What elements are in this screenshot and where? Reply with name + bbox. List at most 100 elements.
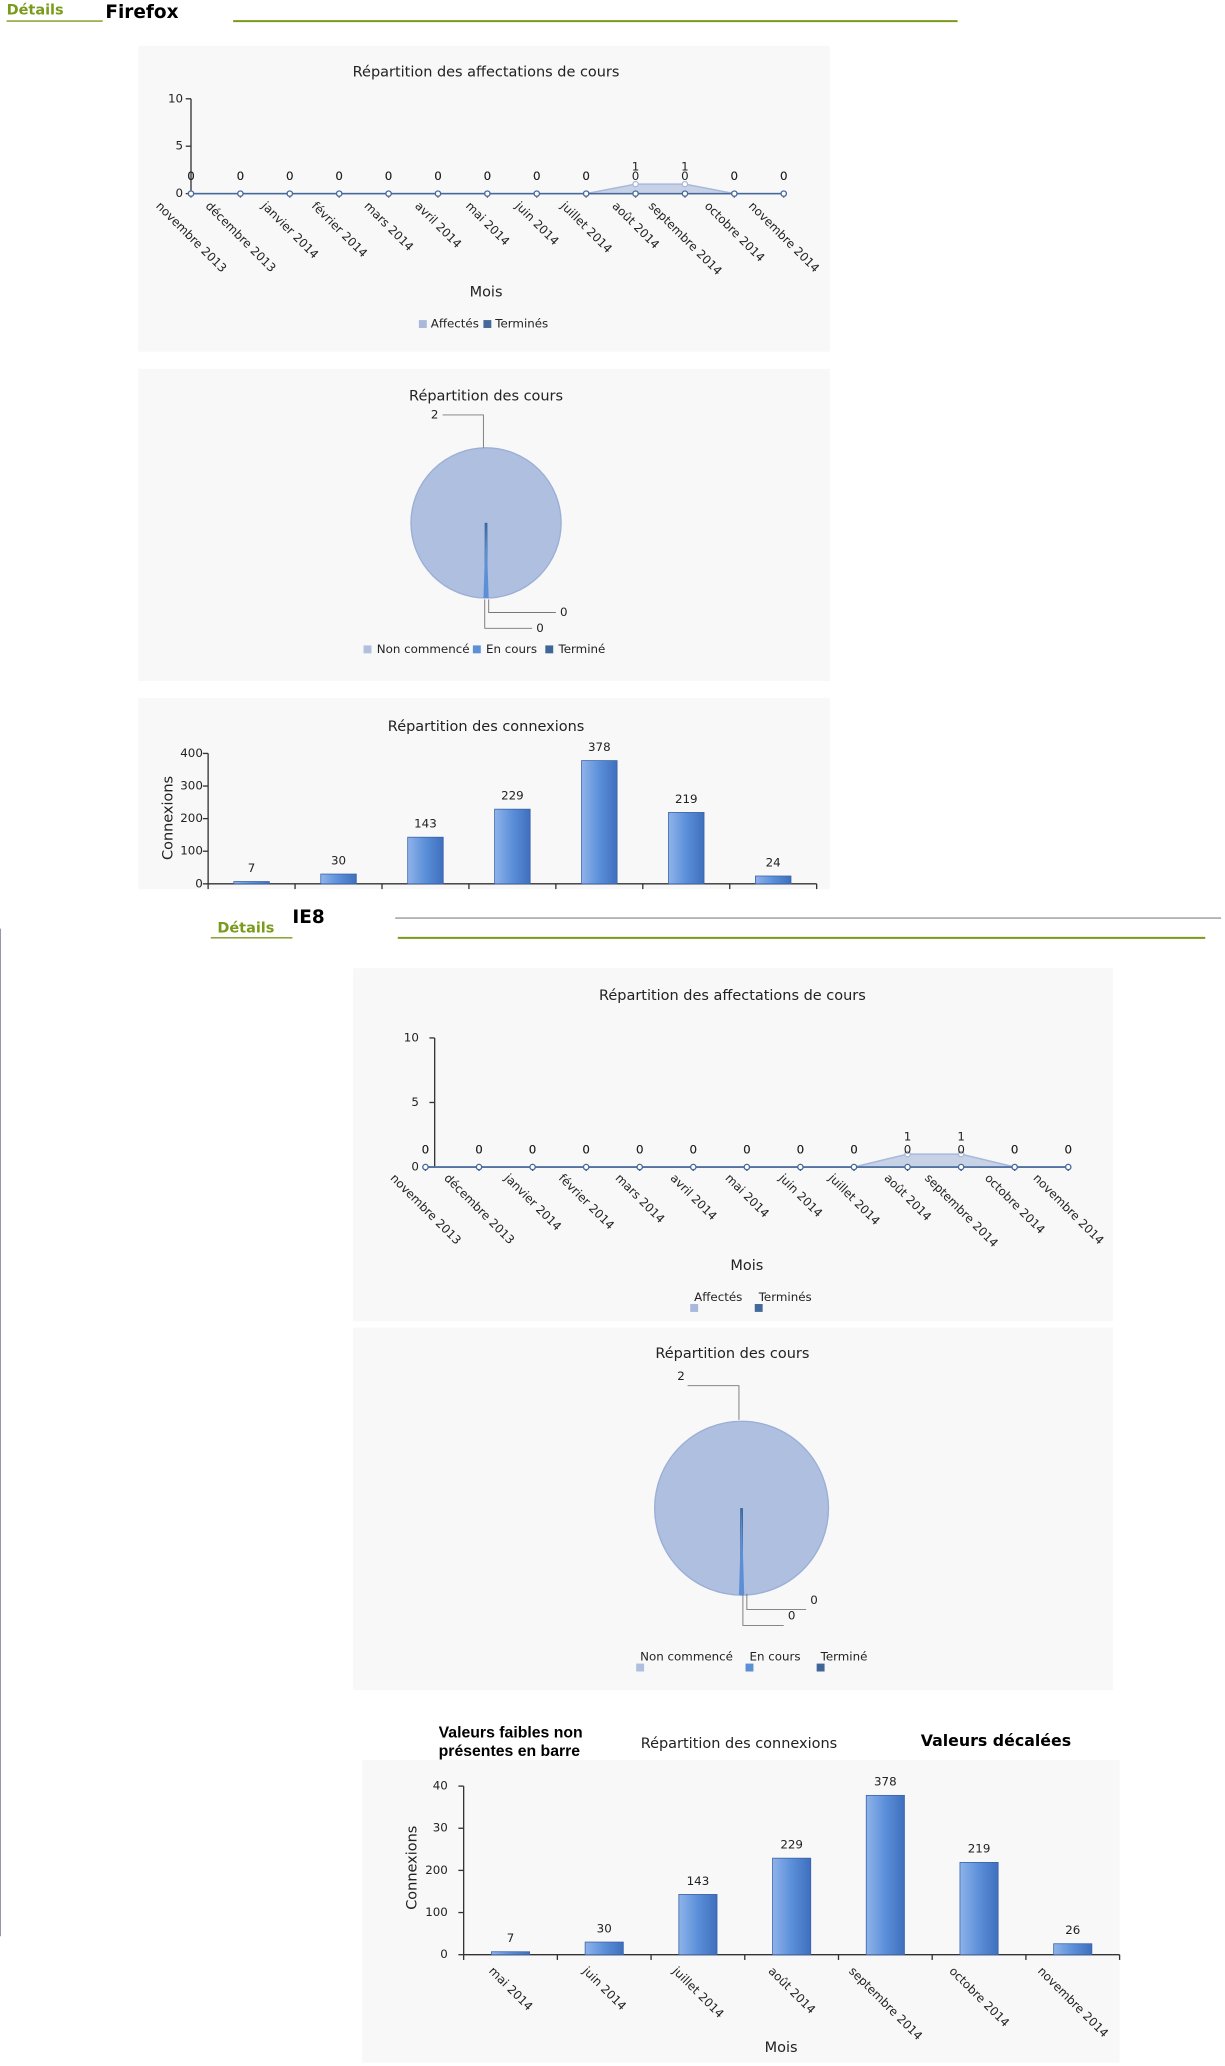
leader-line xyxy=(442,414,484,448)
point xyxy=(797,1163,804,1171)
y-tick-label: 300 xyxy=(180,779,203,793)
x-axis-title: Mois xyxy=(765,2040,798,2056)
value-label: 0 xyxy=(560,605,568,619)
slice-edge xyxy=(738,1508,745,1596)
value-label: 7 xyxy=(507,1931,515,1945)
value-label: 30 xyxy=(597,1921,612,1935)
value-label: 0 xyxy=(632,169,640,183)
y-tick-label: 5 xyxy=(411,1095,419,1109)
value-label: 2 xyxy=(677,1369,685,1383)
x-axis-title: Mois xyxy=(470,284,503,300)
y-tick-label: 10 xyxy=(404,1030,419,1044)
value-label: 378 xyxy=(588,740,611,754)
value-label: 0 xyxy=(533,169,541,183)
bar xyxy=(678,1894,718,1956)
point xyxy=(335,190,343,197)
point xyxy=(475,1163,483,1171)
value-label: 0 xyxy=(850,1142,858,1156)
point xyxy=(632,190,639,197)
value-label: 26 xyxy=(1065,1923,1080,1937)
value-label: 0 xyxy=(475,1142,483,1156)
leader-line xyxy=(488,599,556,613)
legend-swatch xyxy=(483,320,492,328)
y-tick-label: 200 xyxy=(180,811,203,825)
point xyxy=(743,1163,751,1171)
tab[interactable]: Détails xyxy=(7,3,64,19)
note: Valeurs faibles non présentes en barre xyxy=(439,1723,583,1760)
value-label: 0 xyxy=(797,1142,805,1156)
value-label: 0 xyxy=(681,169,689,183)
value-label: 1 xyxy=(632,160,640,174)
value-label: 0 xyxy=(529,1142,537,1156)
value-label: 0 xyxy=(1064,1142,1072,1156)
point xyxy=(434,190,442,197)
bar xyxy=(584,1941,624,1956)
point xyxy=(1011,1163,1018,1171)
y-tick-label: 0 xyxy=(176,186,184,200)
bar xyxy=(233,881,270,885)
y-tick-label: 0 xyxy=(440,1947,448,1961)
point xyxy=(582,190,590,197)
legend-swatch xyxy=(754,1304,763,1312)
point xyxy=(681,190,689,197)
bar xyxy=(320,873,357,885)
value-label: 229 xyxy=(501,789,524,803)
point xyxy=(529,1163,536,1171)
chart-title: Répartition des affectations de cours xyxy=(599,988,866,1004)
value-label: 30 xyxy=(331,853,346,867)
browser-label: IE8 xyxy=(292,907,324,928)
value-label: 0 xyxy=(850,1142,858,1156)
legend-label: Affectés xyxy=(431,317,479,331)
value-label: 0 xyxy=(788,1609,796,1623)
slice-edge xyxy=(483,522,489,599)
value-label: 0 xyxy=(286,169,294,183)
value-label: 2 xyxy=(431,407,439,421)
bar xyxy=(959,1861,999,1956)
value-label: 0 xyxy=(237,169,245,183)
bar xyxy=(494,808,531,885)
legend-swatch xyxy=(690,1304,699,1312)
y-tick-label: 100 xyxy=(180,844,203,858)
legend-swatch xyxy=(545,645,554,654)
value-label: 0 xyxy=(743,1142,751,1156)
charts: Répartition des affectations de cours 0 5 1… xyxy=(138,46,1121,2063)
bar xyxy=(407,836,444,885)
tab[interactable]: Détails xyxy=(217,921,274,937)
point xyxy=(681,180,689,188)
y-tick-label: 400 xyxy=(180,746,203,760)
value-label: 1 xyxy=(681,160,689,174)
value-label: 0 xyxy=(780,169,788,183)
value-label: 219 xyxy=(675,792,698,806)
value-label: 0 xyxy=(475,1142,483,1156)
y-tick-label: 40 xyxy=(433,1779,448,1793)
y-tick-label: 30 xyxy=(433,1821,448,1835)
chart-title: Répartition des cours xyxy=(655,1346,809,1362)
browser-label: Firefox xyxy=(105,2,178,23)
note-text: Valeurs décalées xyxy=(921,1731,1071,1750)
y-tick-label: 200 xyxy=(425,1863,448,1877)
value-label: 0 xyxy=(1011,1142,1019,1156)
legend-swatch xyxy=(363,645,372,654)
value-label: 0 xyxy=(286,169,294,183)
legend-label: Non commencé xyxy=(640,1650,733,1664)
value-label: 0 xyxy=(533,169,541,183)
value-label: 0 xyxy=(636,1142,644,1156)
point xyxy=(237,190,244,197)
value-label: 7 xyxy=(248,861,256,875)
y-axis-title: Connexions xyxy=(404,1826,420,1910)
point xyxy=(850,1163,858,1171)
value-label: 0 xyxy=(1064,1142,1072,1156)
point xyxy=(385,190,392,197)
bar xyxy=(581,760,618,885)
chart-panel xyxy=(138,698,830,890)
value-label: 0 xyxy=(743,1142,751,1156)
bar xyxy=(491,1951,531,1956)
value-label: 0 xyxy=(529,1142,537,1156)
legend-label: Terminés xyxy=(758,1290,812,1304)
legend-label: Terminé xyxy=(557,642,605,656)
point xyxy=(780,190,788,197)
value-label: 219 xyxy=(968,1842,991,1856)
point xyxy=(187,190,195,197)
chart-title: Répartition des connexions xyxy=(388,719,584,735)
